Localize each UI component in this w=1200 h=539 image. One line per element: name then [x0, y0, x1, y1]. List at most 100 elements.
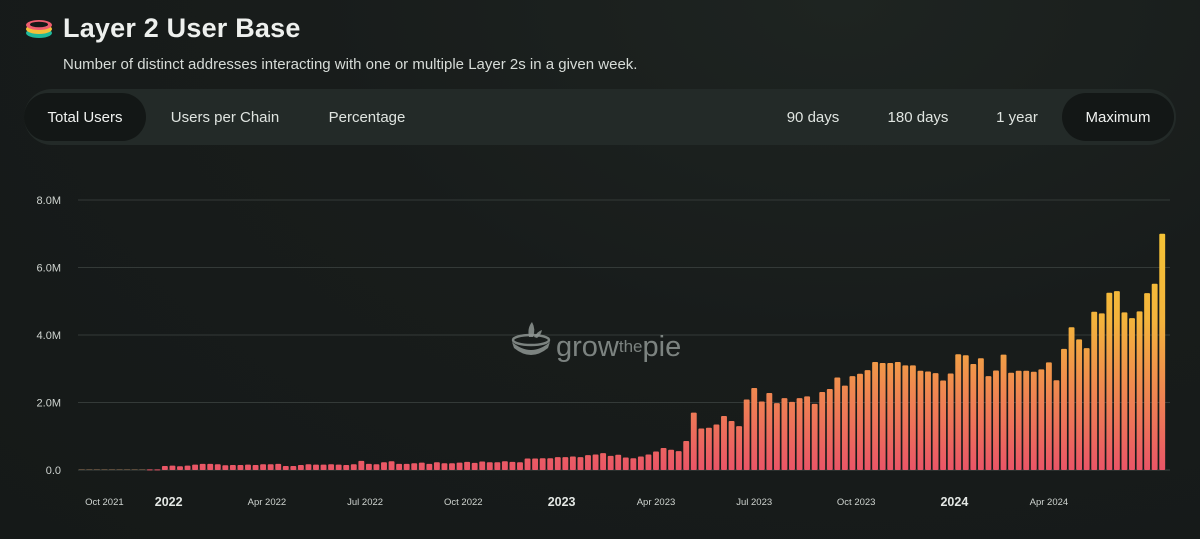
bar[interactable]	[766, 393, 773, 470]
bar[interactable]	[411, 463, 418, 470]
bar[interactable]	[373, 464, 380, 470]
bar[interactable]	[917, 370, 924, 470]
bar[interactable]	[879, 363, 886, 470]
bar[interactable]	[229, 464, 236, 470]
bar[interactable]	[758, 401, 765, 470]
bar[interactable]	[381, 462, 387, 470]
bar[interactable]	[872, 362, 879, 470]
bar[interactable]	[237, 464, 244, 470]
bar[interactable]	[109, 469, 115, 470]
range-180-days[interactable]: 180 days	[887, 108, 949, 126]
bar[interactable]	[426, 463, 433, 470]
bar[interactable]	[1068, 327, 1075, 470]
range-90-days[interactable]: 90 days	[786, 108, 840, 126]
bar[interactable]	[660, 448, 667, 470]
bar[interactable]	[864, 370, 871, 470]
bar[interactable]	[1129, 318, 1135, 471]
bar[interactable]	[940, 380, 947, 470]
bar[interactable]	[894, 362, 901, 470]
bar[interactable]	[154, 469, 161, 471]
bar[interactable]	[977, 358, 984, 470]
bar[interactable]	[675, 451, 682, 470]
bar[interactable]	[1023, 370, 1030, 470]
bar[interactable]	[569, 456, 576, 471]
bar[interactable]	[471, 462, 478, 470]
bar[interactable]	[1121, 312, 1128, 470]
bar[interactable]	[690, 412, 697, 471]
bar[interactable]	[290, 465, 297, 470]
bar[interactable]	[532, 458, 539, 470]
bar[interactable]	[841, 385, 848, 471]
bar[interactable]	[441, 463, 448, 470]
bar[interactable]	[562, 457, 569, 470]
bar[interactable]	[781, 398, 788, 470]
bar[interactable]	[101, 469, 108, 470]
bar[interactable]	[78, 469, 85, 470]
bar[interactable]	[789, 401, 795, 470]
bar[interactable]	[418, 462, 425, 470]
bar[interactable]	[297, 464, 304, 470]
bar[interactable]	[834, 377, 841, 470]
bar[interactable]	[773, 403, 780, 470]
bar[interactable]	[1091, 311, 1098, 470]
bar[interactable]	[494, 462, 501, 470]
bar[interactable]	[547, 458, 554, 470]
bar[interactable]	[1076, 339, 1083, 470]
tab-percentage[interactable]: Percentage	[328, 108, 406, 126]
bar[interactable]	[1136, 311, 1143, 471]
bar[interactable]	[199, 463, 206, 470]
bar[interactable]	[932, 373, 939, 470]
bar[interactable]	[335, 464, 342, 470]
bar[interactable]	[728, 421, 735, 470]
bar[interactable]	[600, 453, 607, 471]
bar[interactable]	[985, 376, 992, 470]
range-1-year[interactable]: 1 year	[996, 108, 1038, 126]
bar[interactable]	[630, 458, 637, 470]
bar[interactable]	[524, 458, 531, 470]
bar[interactable]	[751, 387, 758, 470]
bar[interactable]	[1159, 233, 1166, 470]
bar[interactable]	[607, 455, 614, 470]
bar[interactable]	[849, 376, 856, 470]
bar[interactable]	[554, 457, 561, 470]
bar[interactable]	[804, 396, 811, 470]
bar[interactable]	[1144, 293, 1151, 470]
tab-total-users[interactable]: Total Users	[24, 93, 146, 141]
bar[interactable]	[131, 469, 138, 470]
bar[interactable]	[736, 426, 743, 471]
bar[interactable]	[902, 365, 909, 471]
bar[interactable]	[993, 370, 999, 470]
bar[interactable]	[637, 456, 644, 471]
bar[interactable]	[433, 462, 440, 470]
bar[interactable]	[116, 469, 123, 470]
bar[interactable]	[705, 427, 712, 470]
bar[interactable]	[1030, 371, 1037, 470]
bar[interactable]	[796, 398, 803, 470]
bar[interactable]	[86, 469, 93, 470]
bar[interactable]	[1045, 362, 1052, 470]
bar[interactable]	[887, 363, 894, 470]
bar[interactable]	[146, 469, 153, 471]
bar[interactable]	[1038, 369, 1045, 470]
bar[interactable]	[947, 373, 954, 470]
bar[interactable]	[1061, 348, 1067, 470]
bar[interactable]	[169, 465, 176, 470]
bar[interactable]	[396, 463, 403, 470]
bar[interactable]	[955, 354, 962, 470]
bar[interactable]	[260, 464, 267, 470]
bar[interactable]	[645, 454, 652, 470]
bar[interactable]	[320, 464, 327, 470]
bar[interactable]	[343, 464, 350, 470]
range-maximum[interactable]: Maximum	[1062, 93, 1174, 141]
bar[interactable]	[721, 416, 727, 470]
bar[interactable]	[222, 465, 229, 470]
bar[interactable]	[449, 463, 455, 470]
bar[interactable]	[1098, 313, 1105, 470]
bar[interactable]	[1000, 354, 1007, 470]
bar[interactable]	[1083, 348, 1090, 470]
bar[interactable]	[668, 449, 675, 470]
bar[interactable]	[539, 458, 546, 470]
bar[interactable]	[365, 463, 372, 470]
bar[interactable]	[811, 403, 818, 470]
bar[interactable]	[184, 465, 191, 470]
